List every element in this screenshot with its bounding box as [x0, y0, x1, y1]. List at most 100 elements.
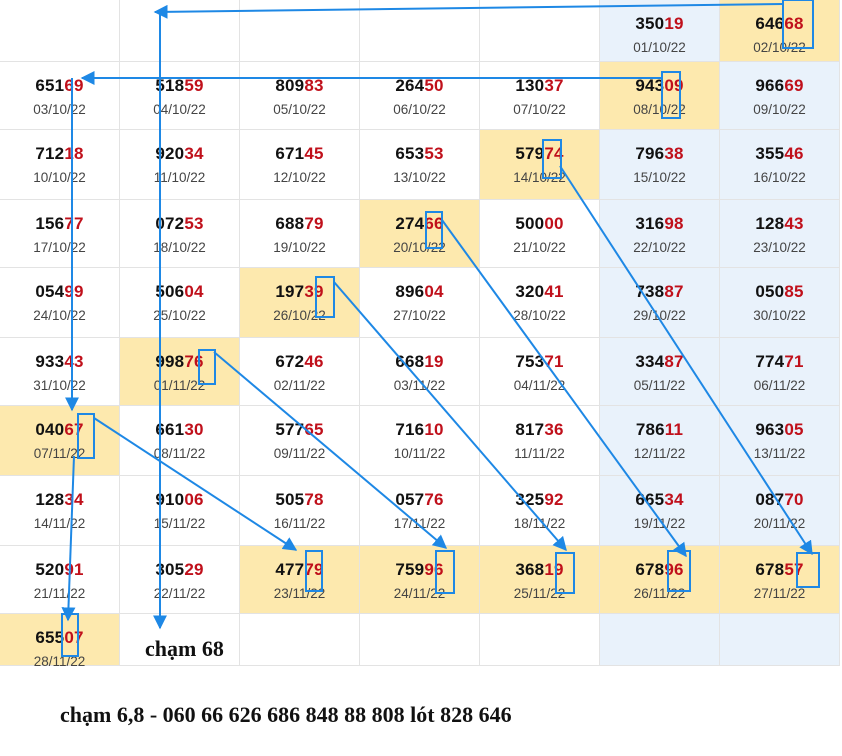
- result-number: 31698: [600, 214, 719, 234]
- summary-label: chạm 6,8 - 060 66 626 686 848 88 808 lót…: [60, 702, 512, 727]
- result-number: 12843: [720, 214, 839, 234]
- result-date: 13/10/22: [393, 170, 446, 185]
- number-tail: 74: [544, 144, 564, 163]
- result-number: 05085: [720, 282, 839, 302]
- result-number: 66534: [600, 490, 719, 510]
- result-cell: 67857 27/11/22: [720, 546, 840, 614]
- result-date: 10/11/22: [393, 446, 446, 461]
- result-number: 51859: [120, 76, 239, 96]
- result-number: 78611: [600, 420, 719, 440]
- result-date: 03/10/22: [33, 102, 86, 117]
- result-number: 32592: [480, 490, 599, 510]
- number-tail: 98: [664, 214, 684, 233]
- number-prefix: 678: [635, 560, 665, 579]
- result-date: 25/10/22: [153, 308, 206, 323]
- result-date: 30/10/22: [753, 308, 806, 323]
- number-prefix: 796: [635, 144, 665, 163]
- result-cell: 65507 28/11/22: [0, 614, 120, 669]
- result-number: 64668: [720, 14, 839, 34]
- result-number: 50578: [240, 490, 359, 510]
- result-cell: 52091 21/11/22: [0, 546, 120, 614]
- number-tail: 29: [184, 560, 204, 579]
- result-date: 07/10/22: [513, 102, 566, 117]
- number-tail: 79: [304, 560, 324, 579]
- empty-cell: [480, 614, 600, 666]
- result-cell: 78611 12/11/22: [600, 406, 720, 476]
- result-date: 26/10/22: [273, 308, 326, 323]
- number-prefix: 087: [755, 490, 785, 509]
- result-cell: 12834 14/11/22: [0, 476, 120, 546]
- result-number: 26450: [360, 76, 479, 96]
- result-date: 03/11/22: [393, 378, 446, 393]
- result-cell: 71218 10/10/22: [0, 130, 120, 200]
- result-date: 23/11/22: [273, 586, 326, 601]
- result-date: 22/10/22: [633, 240, 686, 255]
- result-cell: 13037 07/10/22: [480, 62, 600, 130]
- number-tail: 70: [784, 490, 804, 509]
- number-tail: 00: [544, 214, 564, 233]
- result-number: 68879: [240, 214, 359, 234]
- number-prefix: 712: [35, 144, 65, 163]
- number-tail: 34: [184, 144, 204, 163]
- number-prefix: 661: [155, 420, 185, 439]
- result-date: 09/11/22: [273, 446, 326, 461]
- empty-cell: [600, 614, 720, 666]
- result-cell: 04067 07/11/22: [0, 406, 120, 476]
- result-number: 32041: [480, 282, 599, 302]
- empty-cell: [360, 0, 480, 62]
- result-cell: 75371 04/11/22: [480, 338, 600, 406]
- number-prefix: 128: [35, 490, 65, 509]
- number-prefix: 678: [755, 560, 785, 579]
- result-cell: 67246 02/11/22: [240, 338, 360, 406]
- result-number: 99876: [120, 352, 239, 372]
- number-tail: 96: [424, 560, 444, 579]
- number-tail: 76: [424, 490, 444, 509]
- number-tail: 38: [664, 144, 684, 163]
- result-cell: 05776 17/11/22: [360, 476, 480, 546]
- number-prefix: 943: [635, 76, 665, 95]
- result-number: 30529: [120, 560, 239, 580]
- number-tail: 39: [304, 282, 324, 301]
- number-tail: 69: [784, 76, 804, 95]
- number-prefix: 050: [755, 282, 785, 301]
- result-cell: 32041 28/10/22: [480, 268, 600, 338]
- number-prefix: 325: [515, 490, 545, 509]
- result-number: 89604: [360, 282, 479, 302]
- result-date: 05/11/22: [633, 378, 686, 393]
- number-prefix: 477: [275, 560, 305, 579]
- number-tail: 19: [544, 560, 564, 579]
- result-number: 79638: [600, 144, 719, 164]
- result-number: 13037: [480, 76, 599, 96]
- number-prefix: 518: [155, 76, 185, 95]
- number-prefix: 040: [35, 420, 65, 439]
- result-number: 73887: [600, 282, 719, 302]
- result-cell: 47779 23/11/22: [240, 546, 360, 614]
- result-date: 11/10/22: [153, 170, 206, 185]
- result-number: 77471: [720, 352, 839, 372]
- result-date: 04/11/22: [513, 378, 566, 393]
- number-prefix: 910: [155, 490, 185, 509]
- result-cell: 67145 12/10/22: [240, 130, 360, 200]
- number-prefix: 054: [35, 282, 65, 301]
- empty-cell: [120, 614, 240, 666]
- result-cell: 65169 03/10/22: [0, 62, 120, 130]
- number-tail: 37: [544, 76, 564, 95]
- result-number: 75996: [360, 560, 479, 580]
- result-date: 23/10/22: [753, 240, 806, 255]
- result-date: 08/11/22: [153, 446, 206, 461]
- result-number: 12834: [0, 490, 119, 510]
- number-tail: 06: [184, 490, 204, 509]
- result-cell: 35546 16/10/22: [720, 130, 840, 200]
- number-tail: 76: [184, 352, 204, 371]
- result-cell: 30529 22/11/22: [120, 546, 240, 614]
- result-date: 14/11/22: [33, 516, 86, 531]
- number-prefix: 197: [275, 282, 305, 301]
- result-number: 66130: [120, 420, 239, 440]
- result-number: 04067: [0, 420, 119, 440]
- number-prefix: 316: [635, 214, 665, 233]
- result-number: 93343: [0, 352, 119, 372]
- number-tail: 10: [424, 420, 444, 439]
- number-prefix: 896: [395, 282, 425, 301]
- result-date: 17/11/22: [393, 516, 446, 531]
- number-prefix: 655: [35, 628, 65, 647]
